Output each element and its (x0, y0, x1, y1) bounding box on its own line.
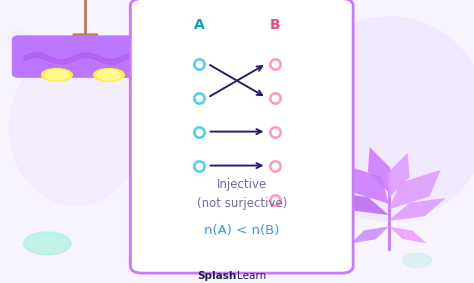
Ellipse shape (94, 69, 124, 82)
Point (271, 163, 279, 168)
Point (195, 95, 203, 100)
FancyBboxPatch shape (73, 33, 98, 42)
Ellipse shape (97, 70, 121, 80)
Ellipse shape (24, 232, 71, 255)
Ellipse shape (45, 70, 69, 80)
Ellipse shape (7, 31, 31, 48)
Polygon shape (387, 153, 410, 198)
Text: B: B (270, 18, 280, 33)
Text: Learn: Learn (237, 271, 266, 281)
Point (271, 197, 279, 202)
Point (271, 61, 279, 66)
Point (271, 95, 279, 100)
Point (195, 61, 203, 66)
Polygon shape (389, 226, 427, 243)
Ellipse shape (289, 17, 474, 221)
Ellipse shape (9, 50, 142, 205)
Text: A: A (194, 18, 204, 33)
FancyBboxPatch shape (12, 35, 159, 78)
Text: Splash: Splash (198, 271, 237, 281)
Point (271, 129, 279, 134)
Polygon shape (389, 198, 446, 221)
Polygon shape (351, 226, 389, 243)
Ellipse shape (41, 69, 72, 82)
Point (195, 163, 203, 168)
Polygon shape (341, 164, 389, 204)
Polygon shape (332, 192, 389, 215)
Polygon shape (368, 147, 391, 192)
Ellipse shape (403, 253, 431, 267)
Text: Injective
(not surjective): Injective (not surjective) (197, 178, 287, 210)
Text: n(A) < n(B): n(A) < n(B) (204, 224, 280, 237)
Point (195, 129, 203, 134)
FancyBboxPatch shape (130, 0, 353, 273)
Polygon shape (389, 170, 441, 209)
